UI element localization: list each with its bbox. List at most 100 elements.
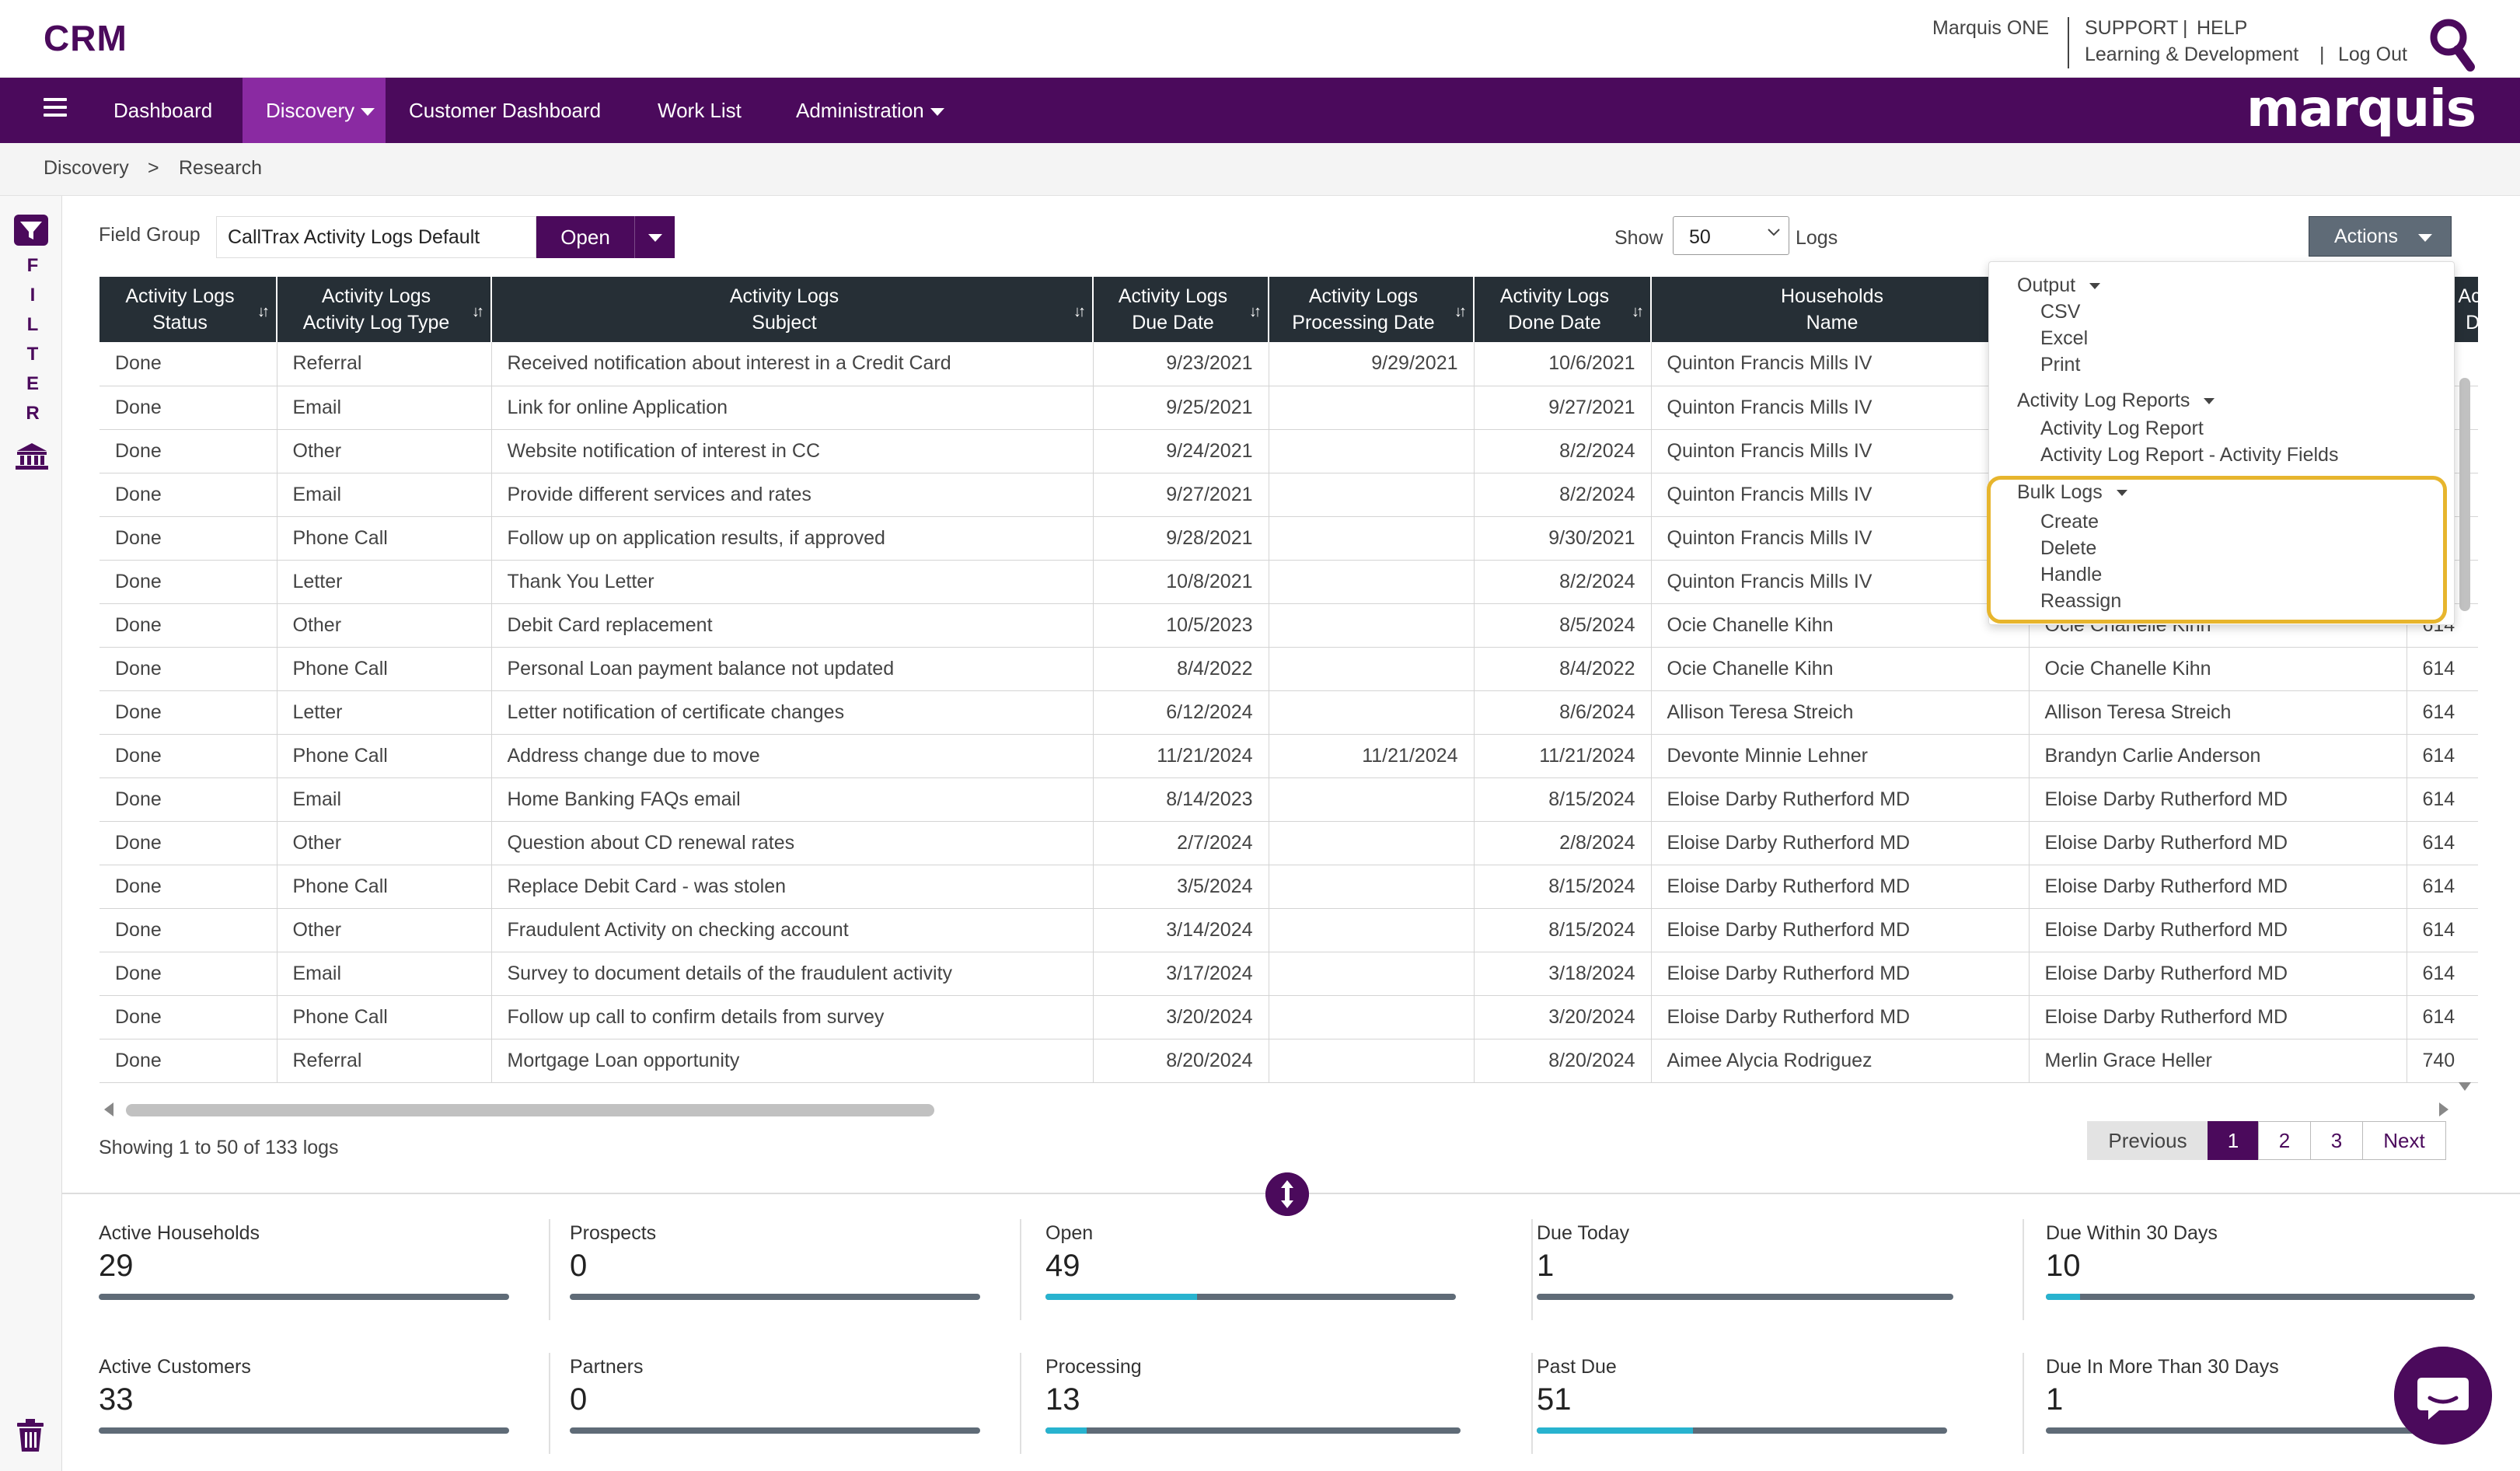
menu-item-csv[interactable]: CSV: [2040, 301, 2081, 323]
showing-count: Showing 1 to 50 of 133 logs: [99, 1137, 339, 1158]
sort-icon[interactable]: ↓↑: [472, 303, 484, 320]
actions-button[interactable]: Actions: [2309, 216, 2452, 257]
sort-icon[interactable]: ↓↑: [1632, 303, 1644, 320]
archive-icon[interactable]: [14, 442, 50, 470]
filter-icon[interactable]: [14, 215, 48, 246]
stat-separator: [549, 1353, 550, 1454]
column-header[interactable]: Activity Logs Status ↓↑: [99, 277, 277, 342]
filter-letter[interactable]: L: [26, 314, 39, 335]
menu-item-create[interactable]: Create: [2040, 511, 2099, 533]
table-cell: 3/5/2024: [1093, 865, 1269, 909]
learning-link[interactable]: Learning & Development: [2085, 44, 2299, 65]
scroll-right-arrow[interactable]: [2439, 1102, 2448, 1116]
previous-page-button[interactable]: Previous: [2087, 1121, 2208, 1160]
table-cell: Thank You Letter: [491, 560, 1094, 604]
table-row[interactable]: Done Phone Call Address change due to move…: [99, 734, 2478, 778]
column-header-line: Activity Logs: [1118, 285, 1228, 307]
next-page-button[interactable]: Next: [2362, 1121, 2446, 1160]
hamburger-icon[interactable]: [44, 98, 67, 121]
filter-letter[interactable]: E: [26, 373, 39, 394]
scroll-down-arrow[interactable]: [2459, 1082, 2471, 1091]
column-header[interactable]: Activity Logs Subject ↓↑: [491, 277, 1094, 342]
help-link[interactable]: HELP: [2197, 17, 2248, 39]
resize-icon[interactable]: [1265, 1172, 1309, 1216]
table-cell: 3/20/2024: [1474, 995, 1652, 1039]
table-row[interactable]: Done Referral Mortgage Loan opportunity 8/2…: [99, 1039, 2478, 1083]
logs-label: Logs: [1796, 227, 1838, 249]
search-icon[interactable]: [2427, 16, 2478, 72]
nav-work-list[interactable]: Work List: [636, 78, 763, 143]
menu-group-output[interactable]: Output: [2017, 274, 2101, 297]
menu-item-print[interactable]: Print: [2040, 354, 2081, 376]
sort-icon[interactable]: ↓↑: [1073, 303, 1086, 320]
table-row[interactable]: Done Phone Call Follow up call to confirm …: [99, 995, 2478, 1039]
sort-icon[interactable]: ↓↑: [257, 303, 270, 320]
table-row[interactable]: Done Phone Call Follow up on application r…: [99, 516, 2478, 561]
stat-progress-fill: [1537, 1427, 1693, 1434]
horizontal-scrollbar[interactable]: [126, 1104, 934, 1116]
table-cell: Phone Call: [277, 995, 492, 1039]
table-row[interactable]: Done Other Fraudulent Activity on checking…: [99, 908, 2478, 952]
page-3-button[interactable]: 3: [2310, 1121, 2363, 1160]
menu-item-delete[interactable]: Delete: [2040, 537, 2097, 559]
table-cell: 2/8/2024: [1474, 821, 1652, 865]
breadcrumb: Discovery > Research: [0, 143, 2520, 196]
table-cell: 3/17/2024: [1093, 952, 1269, 996]
table-cell: Replace Debit Card - was stolen: [491, 865, 1094, 909]
filter-letter[interactable]: R: [26, 403, 40, 424]
nav-administration[interactable]: Administration: [774, 78, 966, 143]
page-size-select[interactable]: 50: [1673, 216, 1789, 255]
breadcrumb-discovery[interactable]: Discovery: [44, 157, 129, 179]
table-row[interactable]: Done Email Survey to document details of t…: [99, 952, 2478, 996]
show-label: Show: [1614, 227, 1663, 249]
app-logo[interactable]: CRM: [44, 18, 127, 58]
nav-dashboard[interactable]: Dashboard: [92, 78, 234, 143]
stat-label: Due Within 30 Days: [2046, 1222, 2218, 1244]
column-header[interactable]: Activity Logs Done Date ↓↑: [1474, 277, 1652, 342]
table-row[interactable]: Done Phone Call Personal Loan payment bala…: [99, 647, 2478, 691]
open-dropdown-button[interactable]: [634, 216, 675, 258]
column-header[interactable]: Activity Logs Processing Date ↓↑: [1269, 277, 1475, 342]
menu-item-reassign[interactable]: Reassign: [2040, 590, 2122, 612]
filter-letter[interactable]: I: [30, 285, 36, 306]
table-cell: Email: [277, 386, 492, 430]
table-cell: Fraudulent Activity on checking account: [491, 908, 1094, 952]
table-row[interactable]: Done Other Question about CD renewal rates…: [99, 821, 2478, 865]
trash-icon[interactable]: [16, 1418, 45, 1452]
page-1-button[interactable]: 1: [2208, 1121, 2259, 1160]
menu-group-bulk-logs[interactable]: Bulk Logs: [2017, 481, 2127, 504]
open-button[interactable]: Open: [536, 216, 634, 258]
table-row[interactable]: Done Letter Letter notification of certifi…: [99, 690, 2478, 735]
menu-item-activity-log-report-fields[interactable]: Activity Log Report - Activity Fields: [2040, 444, 2339, 466]
table-cell: Received notification about interest in …: [491, 342, 1094, 386]
stat-separator: [1020, 1353, 1021, 1454]
table-cell: Eloise Darby Rutherford MD: [1651, 777, 2030, 822]
column-header[interactable]: Activity Logs Activity Log Type ↓↑: [277, 277, 492, 342]
sort-icon[interactable]: ↓↑: [1454, 303, 1467, 320]
table-cell: Home Banking FAQs email: [491, 777, 1094, 822]
nav-discovery[interactable]: Discovery: [243, 78, 386, 143]
table-cell: 9/29/2021: [1269, 342, 1475, 386]
column-header[interactable]: Households Name: [1651, 277, 2030, 342]
column-header[interactable]: Activity Logs Due Date ↓↑: [1093, 277, 1269, 342]
field-group-select[interactable]: CallTrax Activity Logs Default: [216, 216, 536, 258]
support-link[interactable]: SUPPORT: [2085, 17, 2179, 39]
scroll-left-arrow[interactable]: [104, 1102, 113, 1116]
page-2-button[interactable]: 2: [2258, 1121, 2311, 1160]
filter-letter[interactable]: F: [26, 255, 39, 276]
menu-item-handle[interactable]: Handle: [2040, 564, 2103, 585]
menu-group-activity-log-reports[interactable]: Activity Log Reports: [2017, 390, 2215, 412]
table-cell: 8/2/2024: [1474, 560, 1652, 604]
nav-customer-dashboard[interactable]: Customer Dashboard: [387, 78, 623, 143]
vertical-scrollbar[interactable]: [2459, 378, 2470, 611]
menu-item-excel[interactable]: Excel: [2040, 327, 2089, 349]
filter-letter[interactable]: T: [26, 344, 39, 365]
table-row[interactable]: Done Phone Call Replace Debit Card - was s…: [99, 865, 2478, 909]
menu-item-activity-log-report[interactable]: Activity Log Report: [2040, 418, 2204, 439]
stat-value: 1: [1537, 1249, 1555, 1283]
sort-icon[interactable]: ↓↑: [1249, 303, 1262, 320]
table-cell: [1269, 1039, 1475, 1083]
table-row[interactable]: Done Email Home Banking FAQs email 8/14/202…: [99, 777, 2478, 822]
logout-link[interactable]: Log Out: [2338, 44, 2407, 65]
chat-icon[interactable]: [2394, 1347, 2492, 1445]
